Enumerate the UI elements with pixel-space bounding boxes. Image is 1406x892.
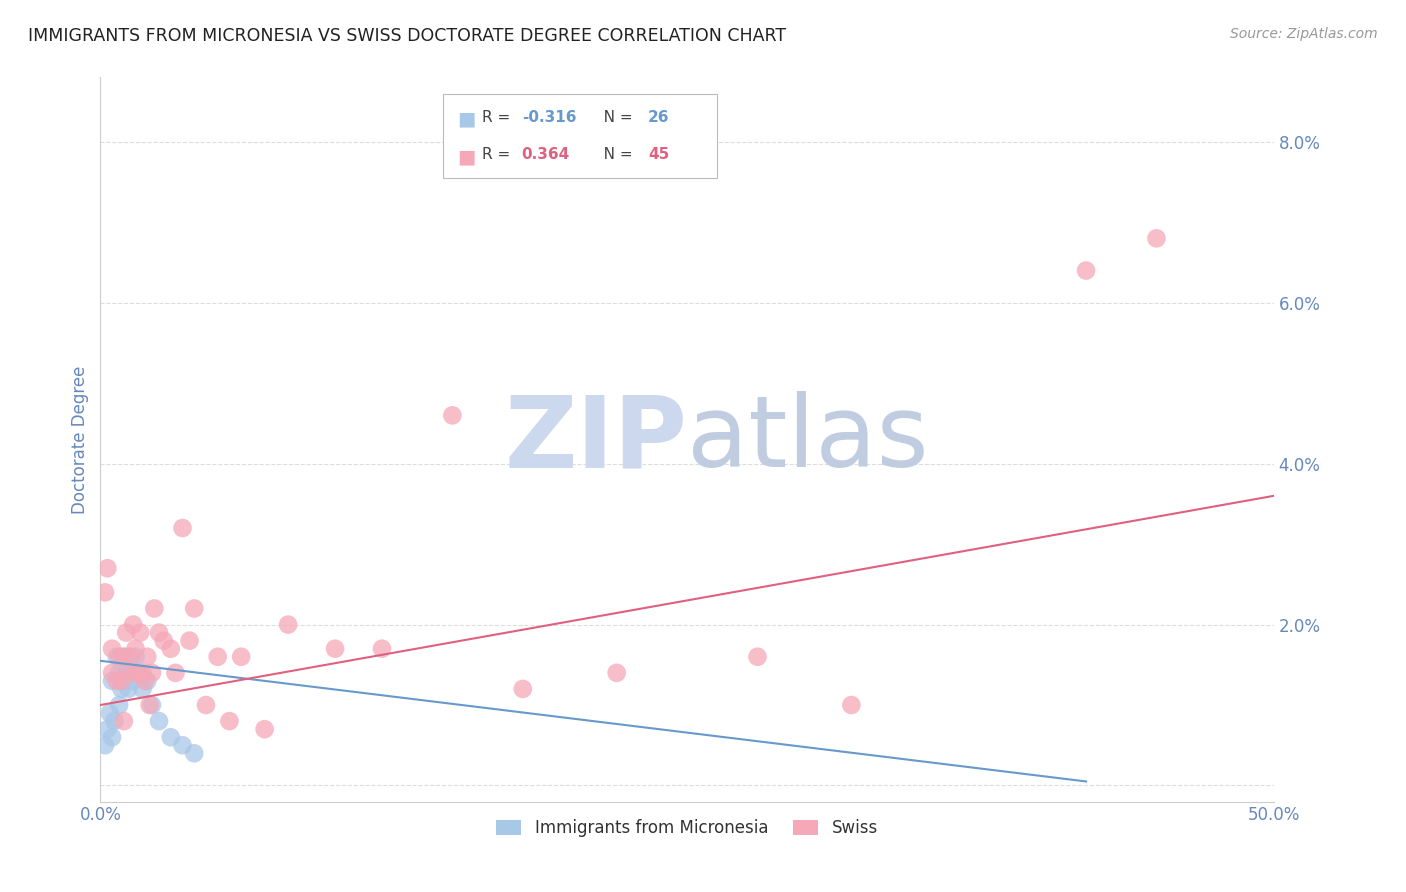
Text: N =: N = bbox=[589, 147, 637, 162]
Point bbox=[122, 673, 145, 688]
Text: IMMIGRANTS FROM MICRONESIA VS SWISS DOCTORATE DEGREE CORRELATION CHART: IMMIGRANTS FROM MICRONESIA VS SWISS DOCT… bbox=[28, 27, 786, 45]
Point bbox=[323, 641, 346, 656]
Text: -0.316: -0.316 bbox=[522, 110, 576, 125]
Point bbox=[218, 714, 240, 728]
Point bbox=[124, 641, 146, 656]
Point bbox=[105, 649, 128, 664]
Point bbox=[441, 409, 464, 423]
Point bbox=[141, 698, 163, 712]
Point bbox=[117, 649, 139, 664]
Point bbox=[183, 601, 205, 615]
Point bbox=[131, 665, 153, 680]
Point bbox=[231, 649, 253, 664]
Point bbox=[122, 617, 145, 632]
Point bbox=[183, 747, 205, 761]
Point bbox=[138, 698, 160, 712]
Point bbox=[101, 730, 124, 744]
Point bbox=[117, 665, 139, 680]
Point bbox=[101, 665, 124, 680]
Point bbox=[606, 665, 628, 680]
Point bbox=[124, 665, 146, 680]
Point bbox=[277, 617, 299, 632]
Point bbox=[120, 657, 142, 672]
Point bbox=[117, 681, 139, 696]
Y-axis label: Doctorate Degree: Doctorate Degree bbox=[72, 366, 89, 514]
Point bbox=[194, 698, 217, 712]
Text: 0.364: 0.364 bbox=[522, 147, 569, 162]
Point bbox=[94, 738, 117, 752]
Point bbox=[148, 625, 170, 640]
Point bbox=[141, 665, 163, 680]
Point bbox=[134, 673, 156, 688]
Point bbox=[110, 673, 132, 688]
Point bbox=[108, 649, 131, 664]
Point bbox=[124, 649, 146, 664]
Point bbox=[94, 585, 117, 599]
Point bbox=[131, 681, 153, 696]
Text: ■: ■ bbox=[457, 110, 475, 128]
Point bbox=[110, 681, 132, 696]
Text: R =: R = bbox=[482, 110, 516, 125]
Point bbox=[115, 625, 138, 640]
Point bbox=[129, 625, 152, 640]
Point bbox=[108, 665, 131, 680]
Text: 26: 26 bbox=[648, 110, 669, 125]
Point bbox=[105, 673, 128, 688]
Point bbox=[148, 714, 170, 728]
Text: ZIP: ZIP bbox=[505, 391, 688, 488]
Point bbox=[136, 673, 159, 688]
Legend: Immigrants from Micronesia, Swiss: Immigrants from Micronesia, Swiss bbox=[489, 813, 884, 844]
Point bbox=[136, 649, 159, 664]
Point bbox=[96, 561, 118, 575]
Point bbox=[112, 673, 135, 688]
Point bbox=[159, 641, 181, 656]
Point bbox=[98, 706, 121, 720]
Text: Source: ZipAtlas.com: Source: ZipAtlas.com bbox=[1230, 27, 1378, 41]
Point bbox=[101, 641, 124, 656]
Text: 45: 45 bbox=[648, 147, 669, 162]
Point bbox=[512, 681, 534, 696]
Point bbox=[207, 649, 229, 664]
Text: N =: N = bbox=[589, 110, 637, 125]
Point bbox=[172, 738, 194, 752]
Point bbox=[127, 665, 149, 680]
Point bbox=[1074, 263, 1097, 277]
Point bbox=[112, 649, 135, 664]
Text: ■: ■ bbox=[457, 147, 475, 166]
Point bbox=[841, 698, 863, 712]
Point bbox=[127, 665, 149, 680]
Point bbox=[165, 665, 187, 680]
Point bbox=[152, 633, 174, 648]
Point bbox=[103, 714, 125, 728]
Point bbox=[253, 722, 276, 736]
Point bbox=[747, 649, 769, 664]
Point bbox=[115, 665, 138, 680]
Point bbox=[108, 698, 131, 712]
Point bbox=[159, 730, 181, 744]
Point bbox=[143, 601, 166, 615]
Point bbox=[112, 714, 135, 728]
Text: atlas: atlas bbox=[688, 391, 929, 488]
Point bbox=[112, 649, 135, 664]
Point bbox=[1146, 231, 1168, 245]
Point bbox=[371, 641, 394, 656]
Point bbox=[101, 673, 124, 688]
Text: R =: R = bbox=[482, 147, 516, 162]
Point bbox=[120, 649, 142, 664]
Point bbox=[96, 722, 118, 736]
Point bbox=[172, 521, 194, 535]
Point bbox=[179, 633, 201, 648]
